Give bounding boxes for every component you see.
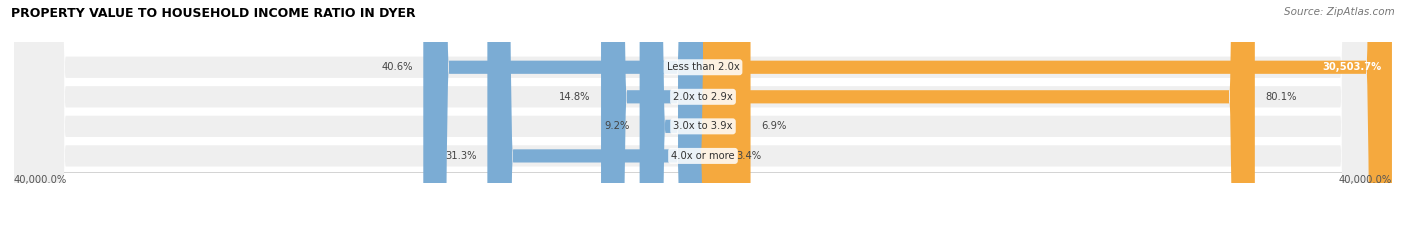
Text: 40,000.0%: 40,000.0%	[1339, 175, 1392, 185]
Text: Less than 2.0x: Less than 2.0x	[666, 62, 740, 72]
FancyBboxPatch shape	[14, 0, 1392, 234]
Text: 2.0x to 2.9x: 2.0x to 2.9x	[673, 92, 733, 102]
FancyBboxPatch shape	[700, 0, 728, 234]
Text: 40,000.0%: 40,000.0%	[14, 175, 67, 185]
FancyBboxPatch shape	[423, 0, 703, 234]
Text: PROPERTY VALUE TO HOUSEHOLD INCOME RATIO IN DYER: PROPERTY VALUE TO HOUSEHOLD INCOME RATIO…	[11, 7, 416, 20]
Text: 31.3%: 31.3%	[446, 151, 477, 161]
FancyBboxPatch shape	[703, 0, 1254, 234]
FancyBboxPatch shape	[640, 0, 703, 234]
FancyBboxPatch shape	[14, 0, 1392, 234]
FancyBboxPatch shape	[703, 0, 1392, 234]
Text: 4.0x or more: 4.0x or more	[671, 151, 735, 161]
FancyBboxPatch shape	[488, 0, 703, 234]
Text: 3.4%: 3.4%	[737, 151, 762, 161]
Text: 80.1%: 80.1%	[1265, 92, 1296, 102]
FancyBboxPatch shape	[14, 0, 1392, 234]
Text: 6.9%: 6.9%	[761, 121, 786, 131]
FancyBboxPatch shape	[600, 0, 703, 234]
Text: 30,503.7%: 30,503.7%	[1323, 62, 1382, 72]
Text: 9.2%: 9.2%	[605, 121, 630, 131]
FancyBboxPatch shape	[703, 0, 751, 234]
Text: 14.8%: 14.8%	[560, 92, 591, 102]
FancyBboxPatch shape	[14, 0, 1392, 234]
Legend: Without Mortgage, With Mortgage: Without Mortgage, With Mortgage	[591, 232, 815, 234]
Text: 3.0x to 3.9x: 3.0x to 3.9x	[673, 121, 733, 131]
Text: Source: ZipAtlas.com: Source: ZipAtlas.com	[1284, 7, 1395, 17]
Text: 40.6%: 40.6%	[381, 62, 413, 72]
